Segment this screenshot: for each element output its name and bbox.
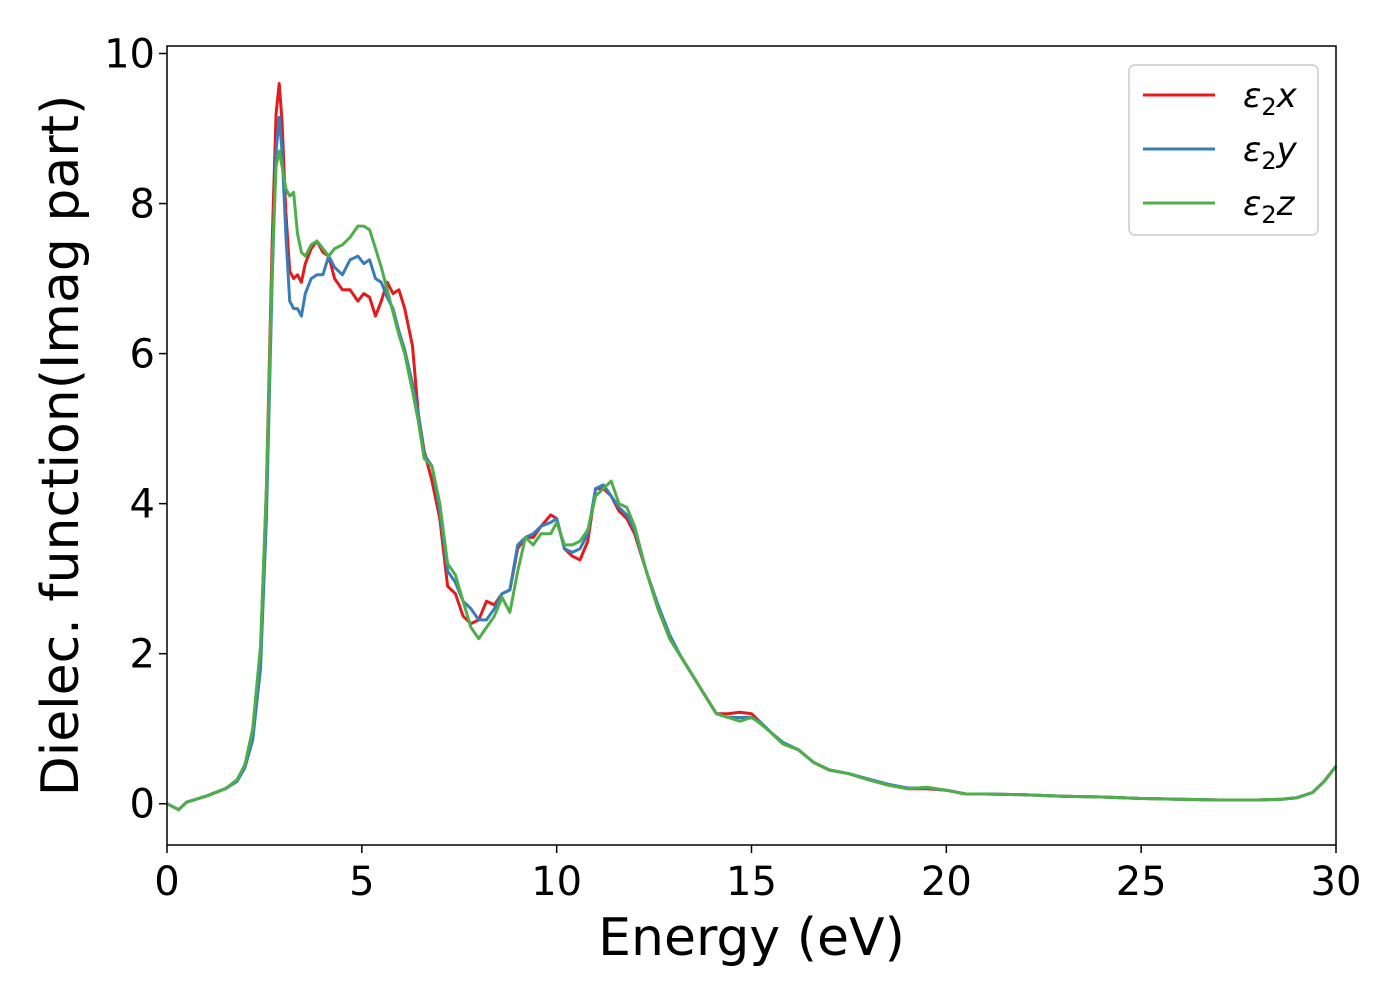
legend-box	[1128, 64, 1319, 236]
x-tick-label: 0	[154, 859, 179, 905]
x-tick-label: 15	[726, 859, 777, 905]
y-tick-label: 4	[130, 482, 155, 528]
series-line-z	[166, 149, 1338, 812]
y-axis-ticks: 0 2 4 6 8 10	[104, 32, 167, 828]
legend-label-x: ε2x	[1243, 76, 1298, 121]
legend: ε2x ε2y ε2z	[1128, 64, 1319, 236]
x-tick-label: 30	[1311, 859, 1362, 905]
y-tick-label: 10	[104, 32, 155, 78]
y-axis-label: Dielec. function(Imag part)	[31, 95, 91, 797]
plot-lines	[166, 82, 1338, 812]
x-tick-label: 20	[921, 859, 972, 905]
x-tick-label: 5	[349, 859, 374, 905]
legend-label-z: ε2z	[1243, 184, 1296, 229]
legend-label-y: ε2y	[1243, 130, 1298, 175]
y-tick-label: 0	[130, 782, 155, 828]
x-tick-label: 10	[531, 859, 582, 905]
y-tick-label: 6	[130, 332, 155, 378]
x-axis-label: Energy (eV)	[598, 908, 905, 968]
y-tick-label: 2	[130, 632, 155, 678]
x-tick-label: 25	[1116, 859, 1167, 905]
x-axis-ticks: 0 5 10 15 20 25 30	[154, 845, 1361, 905]
y-tick-label: 8	[130, 182, 155, 228]
